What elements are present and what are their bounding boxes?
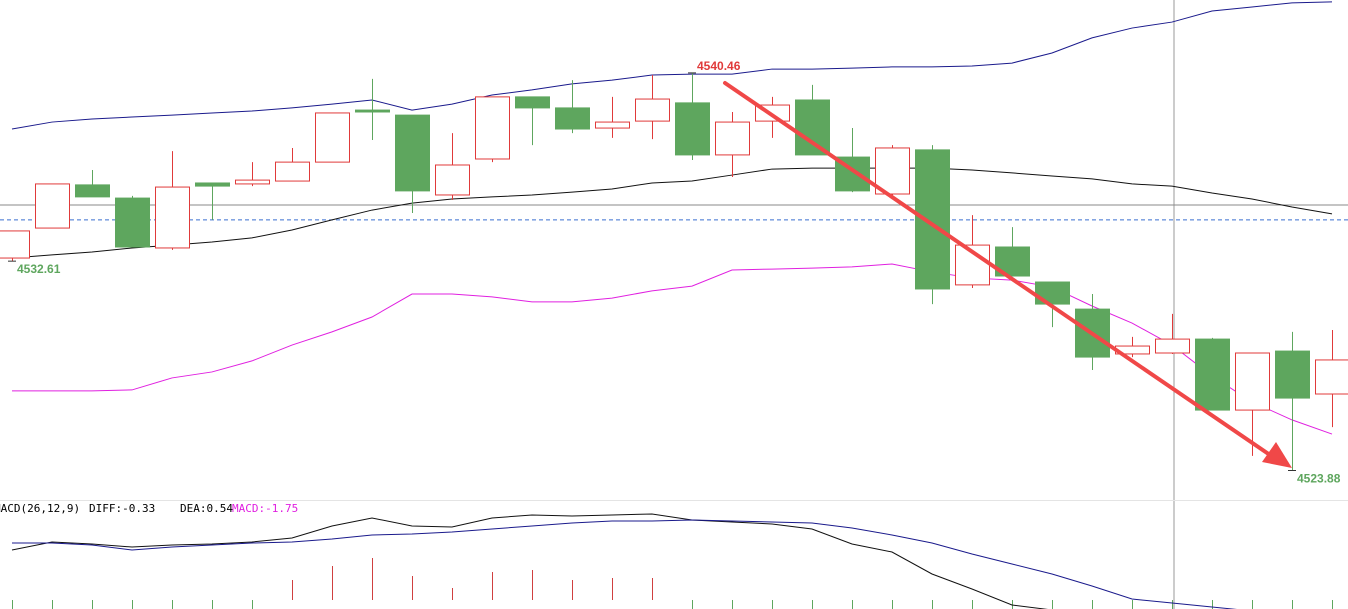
candle-body: [1275, 350, 1310, 399]
candle-body: [635, 98, 670, 122]
overlay-line: [12, 263, 1333, 435]
candle-body: [115, 197, 150, 248]
candle-body: [395, 114, 430, 192]
annotation-label: 4532.61: [17, 262, 61, 276]
candle-body: [35, 183, 70, 229]
price-panel: 4540.46 4532.61 4523.88: [0, 1, 1348, 486]
candle-body: [555, 107, 590, 130]
diff-line: [11, 513, 1049, 609]
arrow-shaft: [723, 81, 1272, 457]
candle-body: [795, 99, 830, 156]
candle-body: [155, 186, 190, 249]
overlay-line: [11, 1, 1333, 130]
overlay-line: [11, 167, 1333, 259]
annotation-label: 4523.88: [1297, 472, 1341, 486]
candle-body: [275, 161, 310, 182]
candle-body: [0, 230, 30, 259]
candle-body: [515, 96, 550, 109]
candle-body: [875, 147, 910, 195]
candle-body: [595, 121, 630, 129]
candle-body: [1315, 359, 1348, 395]
candle-body: [1195, 338, 1230, 411]
candle-body: [195, 182, 230, 187]
macd-panel: MACD(26,12,9) DIFF:-0.33 DEA:0.54 MACD:-1.7…: [0, 502, 1333, 609]
candle-body: [475, 96, 510, 160]
macd-legend: MACD:-1.75: [232, 502, 298, 515]
candle-body: [355, 109, 390, 113]
candle-body: [1155, 338, 1190, 354]
candle-body: [1075, 308, 1110, 358]
macd-legend: DIFF:-0.33: [89, 502, 155, 515]
dea-line: [12, 519, 1238, 609]
candle-body: [715, 121, 750, 156]
macd-legend: DEA:0.54: [180, 502, 233, 515]
candle-body: [1235, 352, 1270, 411]
candle-body: [435, 164, 470, 196]
candle-body: [915, 149, 950, 290]
candle-body: [675, 102, 710, 156]
candle-body: [315, 112, 350, 163]
macd-legend: MACD(26,12,9): [0, 502, 80, 515]
candle-body: [75, 184, 110, 198]
trend-arrow: [723, 81, 1292, 468]
candle-body: [235, 179, 270, 185]
arrow-head: [1262, 442, 1292, 468]
annotation-label: 4540.46: [697, 59, 741, 73]
